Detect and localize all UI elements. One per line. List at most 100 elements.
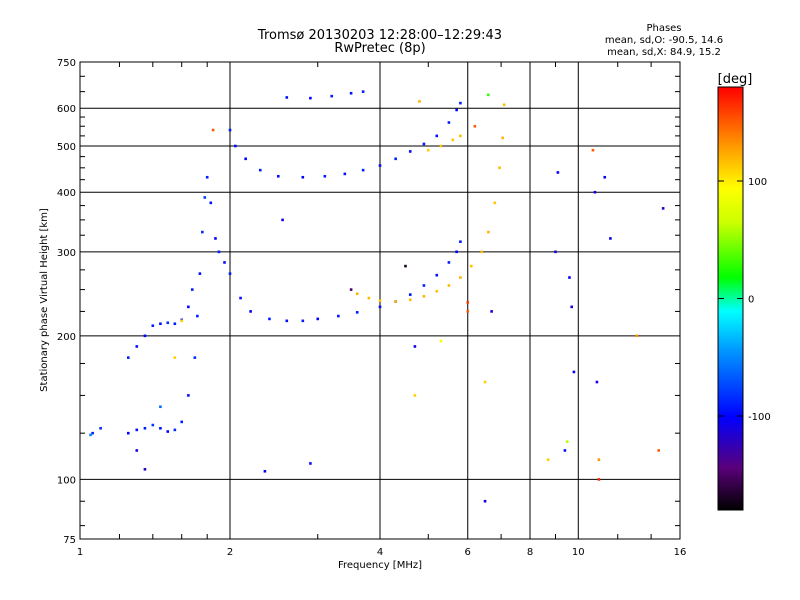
data-point bbox=[309, 462, 312, 465]
data-point bbox=[422, 142, 426, 146]
data-point bbox=[323, 174, 327, 178]
data-point bbox=[447, 261, 451, 264]
data-point bbox=[173, 428, 177, 432]
data-point bbox=[343, 172, 347, 176]
data-point bbox=[597, 478, 601, 481]
data-point bbox=[228, 128, 232, 132]
data-point bbox=[173, 322, 177, 326]
data-point bbox=[196, 314, 199, 318]
data-point bbox=[408, 298, 412, 302]
data-point bbox=[316, 317, 320, 321]
data-point bbox=[223, 261, 226, 264]
colorbar-label: [deg] bbox=[718, 72, 753, 87]
data-point bbox=[439, 339, 443, 343]
data-point bbox=[180, 420, 184, 424]
data-point bbox=[480, 250, 484, 254]
data-point bbox=[89, 433, 92, 437]
data-point bbox=[470, 264, 473, 268]
data-point bbox=[483, 499, 487, 503]
y-axis-label: Stationary phase Virtual Height [km] bbox=[39, 208, 50, 392]
data-point bbox=[143, 467, 147, 471]
data-point bbox=[209, 201, 213, 205]
plot-frame bbox=[79, 61, 681, 540]
data-point bbox=[426, 148, 430, 152]
data-point bbox=[487, 93, 490, 97]
data-point bbox=[301, 175, 305, 179]
data-point bbox=[285, 319, 289, 323]
data-point bbox=[151, 423, 155, 427]
data-point bbox=[99, 426, 102, 430]
y-tick-label: 400 bbox=[57, 188, 76, 199]
data-point bbox=[554, 250, 557, 254]
data-point bbox=[285, 96, 289, 99]
x-tick-label: 2 bbox=[227, 547, 233, 558]
data-point bbox=[349, 288, 353, 291]
data-point bbox=[249, 310, 252, 313]
data-point bbox=[502, 103, 506, 107]
data-point bbox=[591, 148, 595, 152]
x-tick-label: 16 bbox=[674, 547, 687, 558]
data-point bbox=[413, 394, 417, 397]
axis-ticks: 1 2 4 6 8 10 16 75 100 200 300 400 500 600 750 bbox=[57, 58, 686, 558]
data-point bbox=[466, 301, 470, 304]
data-point bbox=[355, 311, 359, 314]
data-point bbox=[211, 128, 215, 132]
data-point bbox=[394, 300, 397, 303]
chart-title: Tromsø 20130203 12:28:00–12:29:43 bbox=[257, 28, 502, 43]
x-axis-label: Frequency [MHz] bbox=[338, 560, 422, 571]
data-point bbox=[281, 218, 284, 222]
data-point bbox=[166, 430, 170, 433]
data-point bbox=[217, 250, 221, 254]
data-point bbox=[349, 91, 353, 95]
stats-heading: Phases bbox=[646, 23, 681, 34]
data-point bbox=[473, 124, 477, 128]
chart-subtitle: RwPretec (8p) bbox=[334, 41, 425, 56]
data-point bbox=[239, 296, 242, 300]
data-point bbox=[263, 469, 267, 473]
data-point bbox=[187, 394, 190, 397]
data-point bbox=[563, 449, 567, 452]
data-point bbox=[435, 134, 439, 138]
data-point bbox=[361, 168, 365, 172]
data-point bbox=[459, 240, 462, 244]
data-point bbox=[159, 405, 162, 409]
data-point bbox=[151, 324, 155, 328]
data-point bbox=[394, 157, 397, 161]
data-point bbox=[143, 426, 147, 430]
data-point bbox=[447, 284, 451, 287]
data-point bbox=[593, 190, 597, 194]
data-point bbox=[546, 458, 550, 461]
data-point bbox=[159, 322, 162, 326]
data-point bbox=[180, 319, 184, 323]
data-point bbox=[355, 292, 359, 296]
data-point bbox=[490, 310, 493, 313]
data-point bbox=[143, 334, 147, 338]
y-tick-label: 100 bbox=[57, 475, 76, 486]
x-tick-label: 1 bbox=[77, 547, 83, 558]
data-point bbox=[234, 144, 237, 148]
data-point bbox=[166, 321, 170, 325]
data-point bbox=[483, 380, 487, 384]
data-point bbox=[301, 319, 305, 323]
data-point bbox=[201, 230, 204, 234]
data-point bbox=[422, 295, 426, 298]
data-point bbox=[459, 101, 462, 105]
stats-x-line: mean, sd,X: 84.9, 15.2 bbox=[607, 47, 721, 58]
data-point bbox=[439, 144, 443, 148]
colorbar-tick-label: 100 bbox=[748, 177, 767, 188]
data-point bbox=[190, 288, 194, 291]
data-point bbox=[258, 168, 262, 172]
data-points bbox=[89, 90, 665, 503]
data-point bbox=[565, 440, 569, 443]
stats-o-line: mean, sd,O: -90.5, 14.6 bbox=[605, 35, 723, 46]
colorbar-tick-label: -100 bbox=[748, 412, 771, 423]
colorbar-tick-label: 0 bbox=[748, 295, 754, 306]
data-point bbox=[459, 276, 462, 279]
data-point bbox=[228, 272, 232, 275]
data-point bbox=[501, 136, 504, 140]
data-point bbox=[337, 314, 340, 318]
data-point bbox=[657, 449, 660, 452]
data-point bbox=[198, 272, 202, 275]
data-point bbox=[408, 150, 412, 153]
y-tick-label: 300 bbox=[57, 248, 76, 259]
